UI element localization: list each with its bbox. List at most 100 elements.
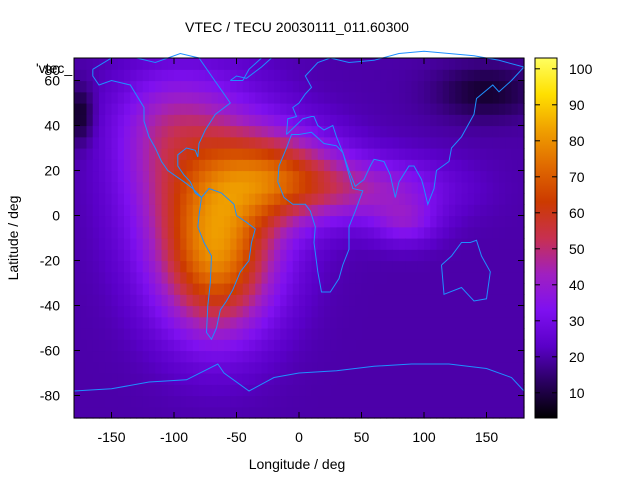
heatmap-cell	[461, 316, 469, 329]
heatmap-cell	[480, 125, 488, 138]
heatmap-cell	[149, 91, 156, 104]
heatmap-cell	[486, 283, 494, 295]
heatmap-cell	[361, 406, 369, 419]
heatmap-cell	[424, 148, 431, 160]
heatmap-cell	[424, 361, 431, 374]
heatmap-cell	[330, 249, 338, 262]
heatmap-cell	[374, 80, 381, 93]
heatmap-cell	[117, 91, 125, 104]
heatmap-cells	[74, 58, 525, 419]
heatmap-cell	[86, 260, 94, 273]
heatmap-cell	[167, 148, 175, 160]
heatmap-cell	[161, 283, 169, 295]
heatmap-cell	[230, 373, 238, 385]
heatmap-cell	[417, 136, 425, 149]
heatmap-cell	[442, 148, 450, 160]
heatmap-cell	[324, 271, 331, 284]
heatmap-cell	[392, 193, 400, 205]
heatmap-cell	[117, 238, 125, 250]
heatmap-cell	[505, 373, 513, 385]
heatmap-cell	[167, 305, 175, 318]
heatmap-cell	[74, 80, 81, 93]
heatmap-cell	[336, 294, 344, 307]
heatmap-cell	[505, 159, 513, 172]
heatmap-cell	[117, 125, 125, 138]
heatmap-cell	[442, 316, 450, 329]
heatmap-cell	[336, 249, 344, 262]
coastline-australia	[441, 239, 491, 302]
heatmap-cell	[392, 260, 400, 273]
heatmap-cell	[117, 148, 125, 160]
heatmap-cell	[417, 328, 425, 340]
heatmap-cell	[386, 384, 394, 397]
heatmap-cell	[117, 260, 125, 273]
heatmap-cell	[361, 350, 369, 363]
heatmap-cell	[99, 80, 106, 93]
heatmap-cell	[342, 339, 350, 352]
heatmap-cell	[474, 103, 481, 115]
heatmap-cell	[317, 226, 325, 239]
heatmap-cell	[492, 373, 500, 385]
heatmap-cell	[111, 406, 119, 419]
heatmap-cell	[192, 159, 200, 172]
heatmap-cell	[474, 395, 481, 408]
heatmap-cell	[311, 148, 319, 160]
heatmap-cell	[80, 305, 88, 318]
heatmap-cell	[330, 373, 338, 385]
heatmap-cell	[174, 283, 181, 295]
heatmap-cell	[317, 373, 325, 385]
colorbar-tick-label: 10	[569, 385, 585, 401]
heatmap-cell	[374, 159, 381, 172]
heatmap-cell	[180, 350, 188, 363]
heatmap-cell	[86, 58, 94, 70]
heatmap-cell	[361, 373, 369, 385]
heatmap-cell	[267, 395, 275, 408]
heatmap-cell	[505, 136, 513, 149]
heatmap-cell	[280, 350, 288, 363]
heatmap-cell	[449, 103, 456, 115]
heatmap-cell	[317, 316, 325, 329]
heatmap-cell	[492, 350, 500, 363]
heatmap-cell	[80, 249, 88, 262]
heatmap-cell	[92, 406, 100, 419]
heatmap-cell	[461, 350, 469, 363]
heatmap-cell	[311, 204, 319, 217]
heatmap-cell	[417, 260, 425, 273]
heatmap-cell	[236, 91, 244, 104]
heatmap-cell	[111, 159, 119, 172]
heatmap-cell	[517, 148, 525, 160]
heatmap-cell	[130, 305, 138, 318]
heatmap-cell	[280, 58, 288, 70]
heatmap-cell	[274, 350, 281, 363]
heatmap-cell	[486, 58, 494, 70]
heatmap-cell	[199, 114, 206, 127]
heatmap-cell	[105, 91, 113, 104]
heatmap-cell	[480, 373, 488, 385]
heatmap-cell	[74, 271, 81, 284]
heatmap-cell	[417, 226, 425, 239]
heatmap-cell	[192, 204, 200, 217]
heatmap-cell	[92, 204, 100, 217]
heatmap-cell	[174, 294, 181, 307]
heatmap-cell	[192, 316, 200, 329]
heatmap-cell	[274, 125, 281, 138]
heatmap-cell	[249, 271, 256, 284]
heatmap-cell	[480, 395, 488, 408]
heatmap-cell	[330, 260, 338, 273]
heatmap-cell	[330, 283, 338, 295]
heatmap-cell	[436, 148, 444, 160]
heatmap-cell	[430, 271, 438, 284]
heatmap-cell	[324, 260, 331, 273]
heatmap-cell	[280, 271, 288, 284]
heatmap-cell	[517, 328, 525, 340]
heatmap-cell	[192, 193, 200, 205]
heatmap-cell	[117, 384, 125, 397]
heatmap-cell	[174, 328, 181, 340]
heatmap-cell	[330, 384, 338, 397]
heatmap-cell	[361, 58, 369, 70]
heatmap-cell	[424, 328, 431, 340]
heatmap-cell	[211, 181, 219, 194]
heatmap-cell	[136, 361, 144, 374]
x-tick-label: 50	[354, 429, 370, 445]
heatmap-cell	[317, 215, 325, 228]
